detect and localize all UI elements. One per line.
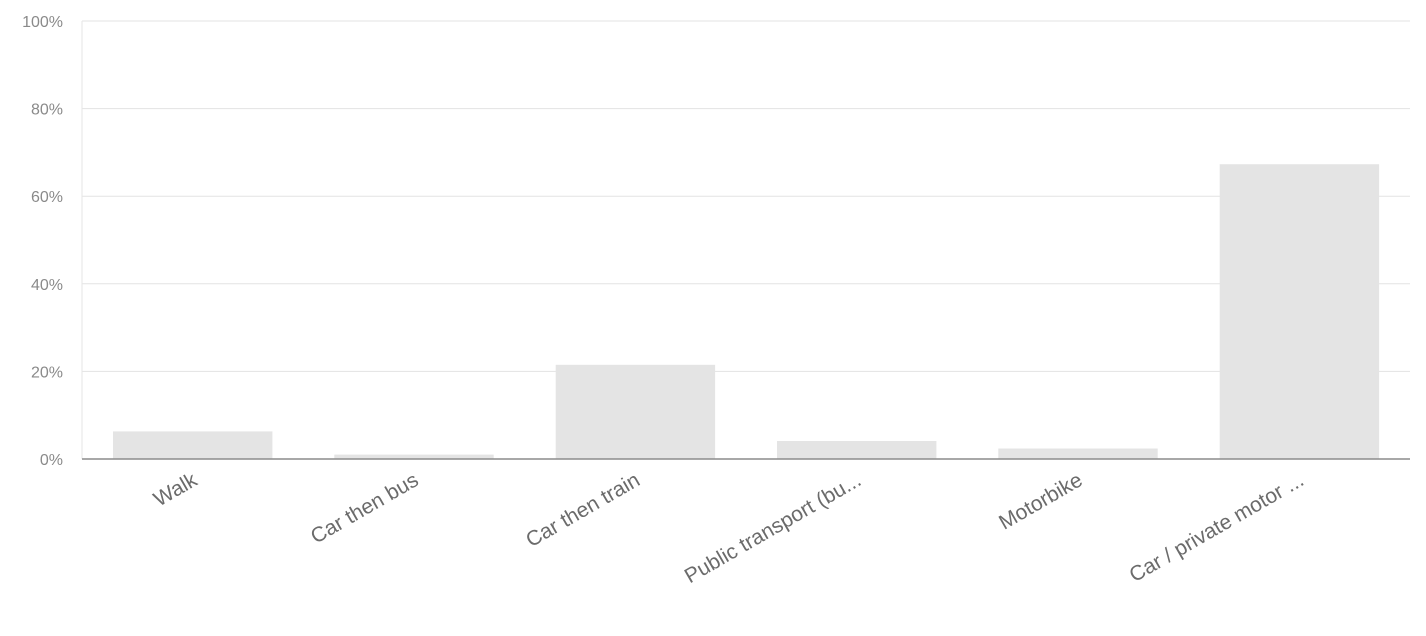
x-axis-category-labels: Walk Car then bus Car then train Public tra… [150, 468, 1308, 588]
x-category-label: Car / private motor ... [1126, 468, 1308, 587]
bar-5 [1219, 164, 1380, 459]
bar-4 [998, 448, 1158, 459]
y-tick-label: 60% [31, 189, 63, 206]
y-tick-label: 40% [31, 277, 63, 294]
gridlines [82, 20, 1410, 372]
y-tick-label: 80% [31, 102, 63, 119]
y-tick-label: 0% [40, 452, 63, 469]
axes [81, 21, 1410, 460]
bar-2 [555, 364, 716, 459]
x-category-label: Walk [150, 468, 202, 511]
y-tick-label: 100% [22, 14, 63, 31]
y-axis-tick-labels: 0% 20% 40% 60% 80% 100% [22, 14, 63, 469]
x-category-label: Car then train [522, 468, 644, 552]
x-category-label: Public transport (bu... [681, 468, 865, 588]
y-tick-label: 20% [31, 364, 63, 381]
bar-3 [777, 441, 937, 459]
bars [113, 164, 1380, 459]
x-category-label: Motorbike [995, 468, 1086, 534]
bar-0 [113, 431, 273, 459]
bar-1 [334, 454, 494, 459]
x-category-label: Car then bus [307, 468, 423, 548]
